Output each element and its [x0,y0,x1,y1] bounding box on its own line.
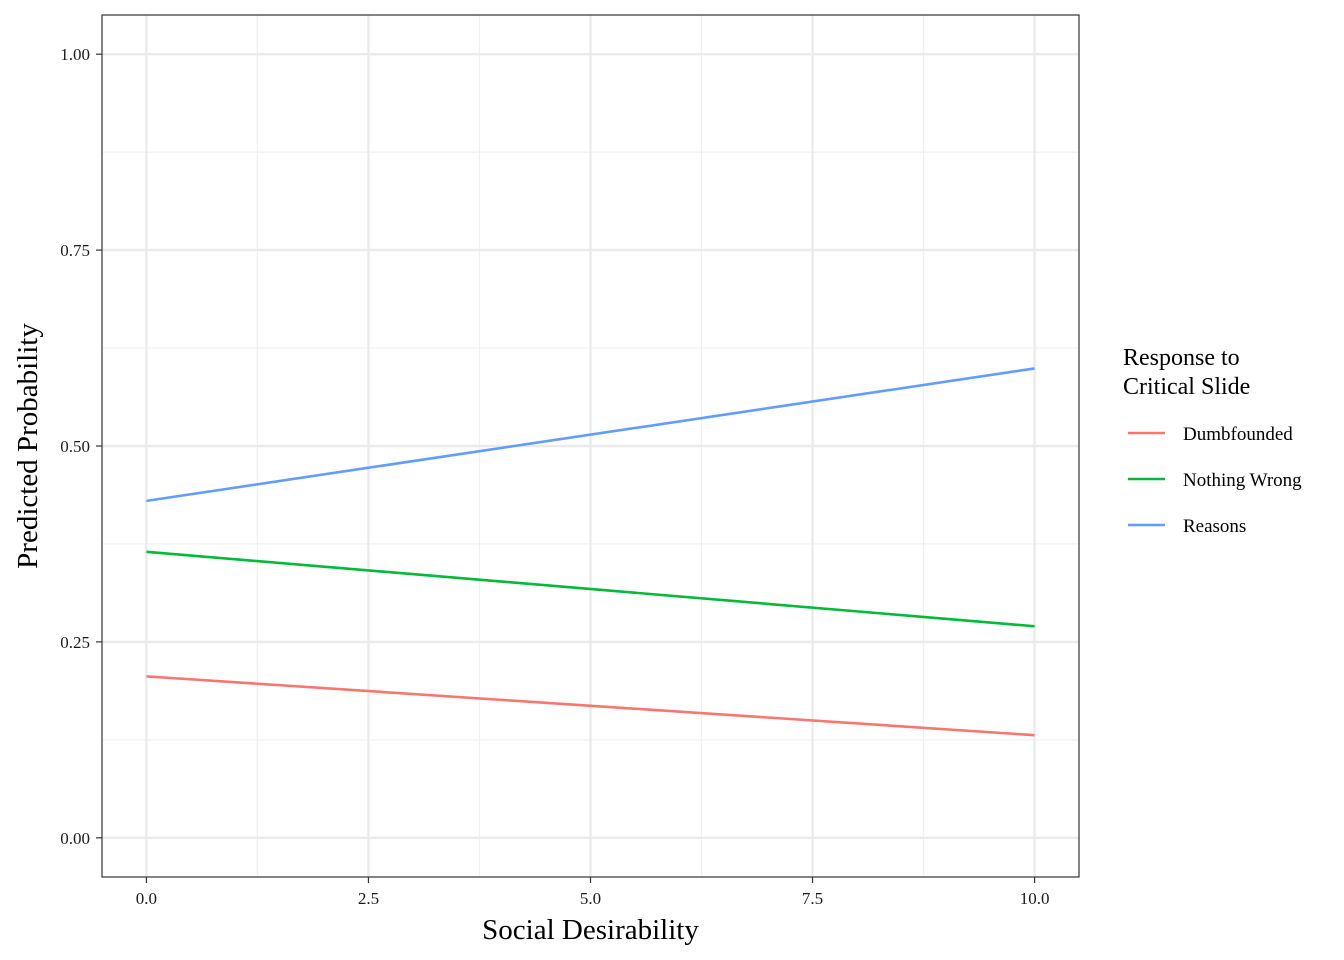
major-gridlines [102,15,1079,877]
legend-title-line-1: Response to [1123,345,1240,371]
legend: Response to Critical Slide Dumbfounded No… [1123,345,1302,537]
x-tick-label: 2.5 [358,889,379,908]
x-tick-label: 7.5 [802,889,823,908]
x-axis-ticks: 0.0 2.5 5.0 7.5 10.0 [136,877,1050,908]
x-tick-label: 5.0 [580,889,601,908]
legend-label-reasons: Reasons [1183,516,1246,537]
series-lines [146,367,1035,737]
y-tick-label: 0.25 [60,633,90,652]
legend-title-line-2: Critical Slide [1123,374,1250,400]
legend-label-dumbfounded: Dumbfounded [1183,424,1293,445]
x-tick-label: 10.0 [1020,889,1050,908]
x-tick-label: 0.0 [136,889,157,908]
legend-label-nothing-wrong: Nothing Wrong [1183,470,1302,491]
series-line-reasons [146,367,1035,503]
series-line-dumbfounded [146,675,1035,737]
y-axis-ticks: 0.00 0.25 0.50 0.75 1.00 [60,45,102,848]
y-tick-label: 0.50 [60,437,90,456]
series-line-nothing-wrong [146,550,1035,628]
y-axis-title: Predicted Probability [12,323,44,569]
y-tick-label: 1.00 [60,45,90,64]
x-axis-title: Social Desirability [482,914,699,946]
y-tick-label: 0.75 [60,241,90,260]
y-tick-label: 0.00 [60,829,90,848]
legend-items: Dumbfounded Nothing Wrong Reasons [1128,424,1302,537]
